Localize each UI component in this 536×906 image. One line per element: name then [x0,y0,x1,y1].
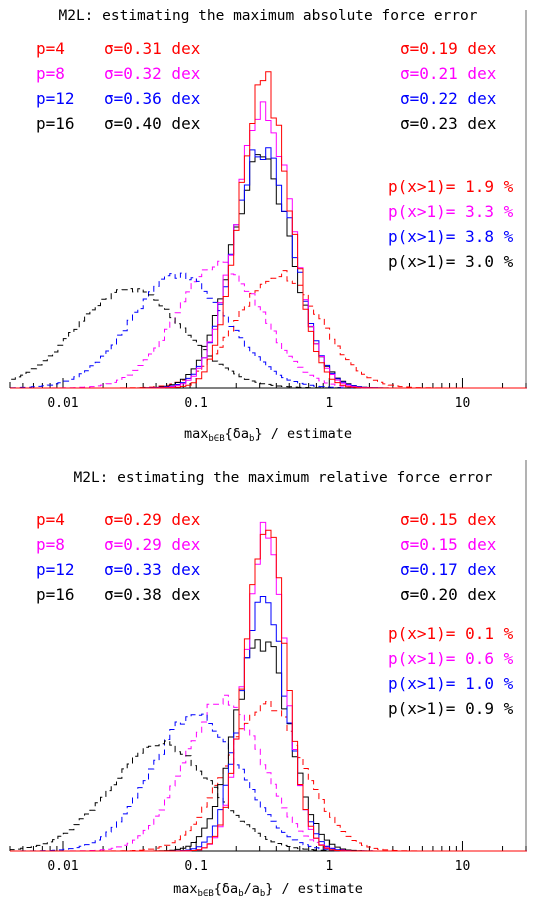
dashed-histogram-p16 [9,288,527,389]
legend-prob-label: p(x>1)= 1.9 % [388,177,514,196]
solid-histogram-p4 [10,529,527,852]
legend-p-label: p=16 [36,585,75,604]
legend-sigma-label: σ=0.38 dex [104,585,201,604]
legend-right-sigma-label: σ=0.22 dex [400,89,497,108]
legend-p-label: p=12 [36,89,75,108]
x-tick-label: 1 [325,396,333,411]
x-axis-label: maxb∈B{δab/ab} / estimate [173,881,363,899]
x-tick-labels: 0.01 0.1 1 10 [47,859,470,874]
plot-area [9,460,527,852]
chart-title: M2L: estimating the maximum relative for… [73,470,492,486]
legend-prob-label: p(x>1)= 1.0 % [388,674,514,693]
x-tick-label: 1 [325,859,333,874]
legend-sigma-label: σ=0.40 dex [104,114,201,133]
dashed-histogram-p4 [10,701,527,852]
legend-right-sigma-label: σ=0.15 dex [400,535,497,554]
legend-sigma-label: σ=0.29 dex [104,535,201,554]
dashed-histogram-p8 [10,260,527,389]
solid-histogram-p4 [10,71,527,389]
dashed-histogram-p8 [10,694,527,852]
legend-right-sigma-label: σ=0.21 dex [400,64,497,83]
x-tick-label: 0.1 [184,859,207,874]
solid-histogram-p16 [10,639,527,852]
x-tick-label: 10 [455,859,471,874]
legend-prob-label: p(x>1)= 0.1 % [388,624,514,643]
legend-prob-label: p(x>1)= 3.8 % [388,227,514,246]
dashed-histogram-p12 [9,272,527,389]
legend-sigma-label: σ=0.36 dex [104,89,201,108]
legend-p-label: p=8 [36,64,65,83]
legend-right-sigma-label: σ=0.17 dex [400,560,497,579]
legend-right-sigma-label: σ=0.20 dex [400,585,497,604]
legend-p-label: p=4 [36,510,65,529]
legend-right-sigma-label: σ=0.23 dex [400,114,497,133]
x-tick-label: 0.01 [47,396,78,411]
legend-right-sigma-label: σ=0.15 dex [400,510,497,529]
legend-left: p=4 σ=0.29 dex p=8 σ=0.29 dex p=12 σ=0.3… [36,510,201,604]
legend-prob-label: p(x>1)= 0.6 % [388,649,514,668]
x-axis-label: maxb∈B{δab} / estimate [184,426,352,444]
x-tick-label: 0.1 [184,396,207,411]
legend-p-label: p=4 [36,39,65,58]
legend-sigma-label: σ=0.33 dex [104,560,201,579]
dashed-histogram-p16 [9,740,527,852]
legend-sigma-label: σ=0.32 dex [104,64,201,83]
chart-title: M2L: estimating the maximum absolute for… [58,8,477,24]
legend-left: p=4 σ=0.31 dex p=8 σ=0.32 dex p=12 σ=0.3… [36,39,201,133]
legend-right-sigma-label: σ=0.19 dex [400,39,497,58]
legend-p-label: p=12 [36,560,75,579]
legend-right-sigma: σ=0.15 dex σ=0.15 dex σ=0.17 dex σ=0.20 … [400,510,497,604]
legend-right-prob: p(x>1)= 0.1 % p(x>1)= 0.6 % p(x>1)= 1.0 … [388,624,514,718]
legend-prob-label: p(x>1)= 3.3 % [388,202,514,221]
plot-area [9,10,527,389]
legend-sigma-label: σ=0.31 dex [104,39,201,58]
legend-right-prob: p(x>1)= 1.9 % p(x>1)= 3.3 % p(x>1)= 3.8 … [388,177,514,271]
legend-right-sigma: σ=0.19 dex σ=0.21 dex σ=0.22 dex σ=0.23 … [400,39,497,133]
legend-p-label: p=16 [36,114,75,133]
legend-p-label: p=8 [36,535,65,554]
x-tick-label: 0.01 [47,859,78,874]
legend-sigma-label: σ=0.29 dex [104,510,201,529]
legend-prob-label: p(x>1)= 3.0 % [388,252,514,271]
panel-absolute-error: M2L: estimating the maximum absolute for… [9,8,527,444]
x-tick-label: 10 [455,396,471,411]
dashed-histogram-p12 [10,713,527,852]
x-tick-labels: 0.01 0.1 1 10 [47,396,470,411]
panel-relative-error: M2L: estimating the maximum relative for… [9,460,527,899]
legend-prob-label: p(x>1)= 0.9 % [388,699,514,718]
